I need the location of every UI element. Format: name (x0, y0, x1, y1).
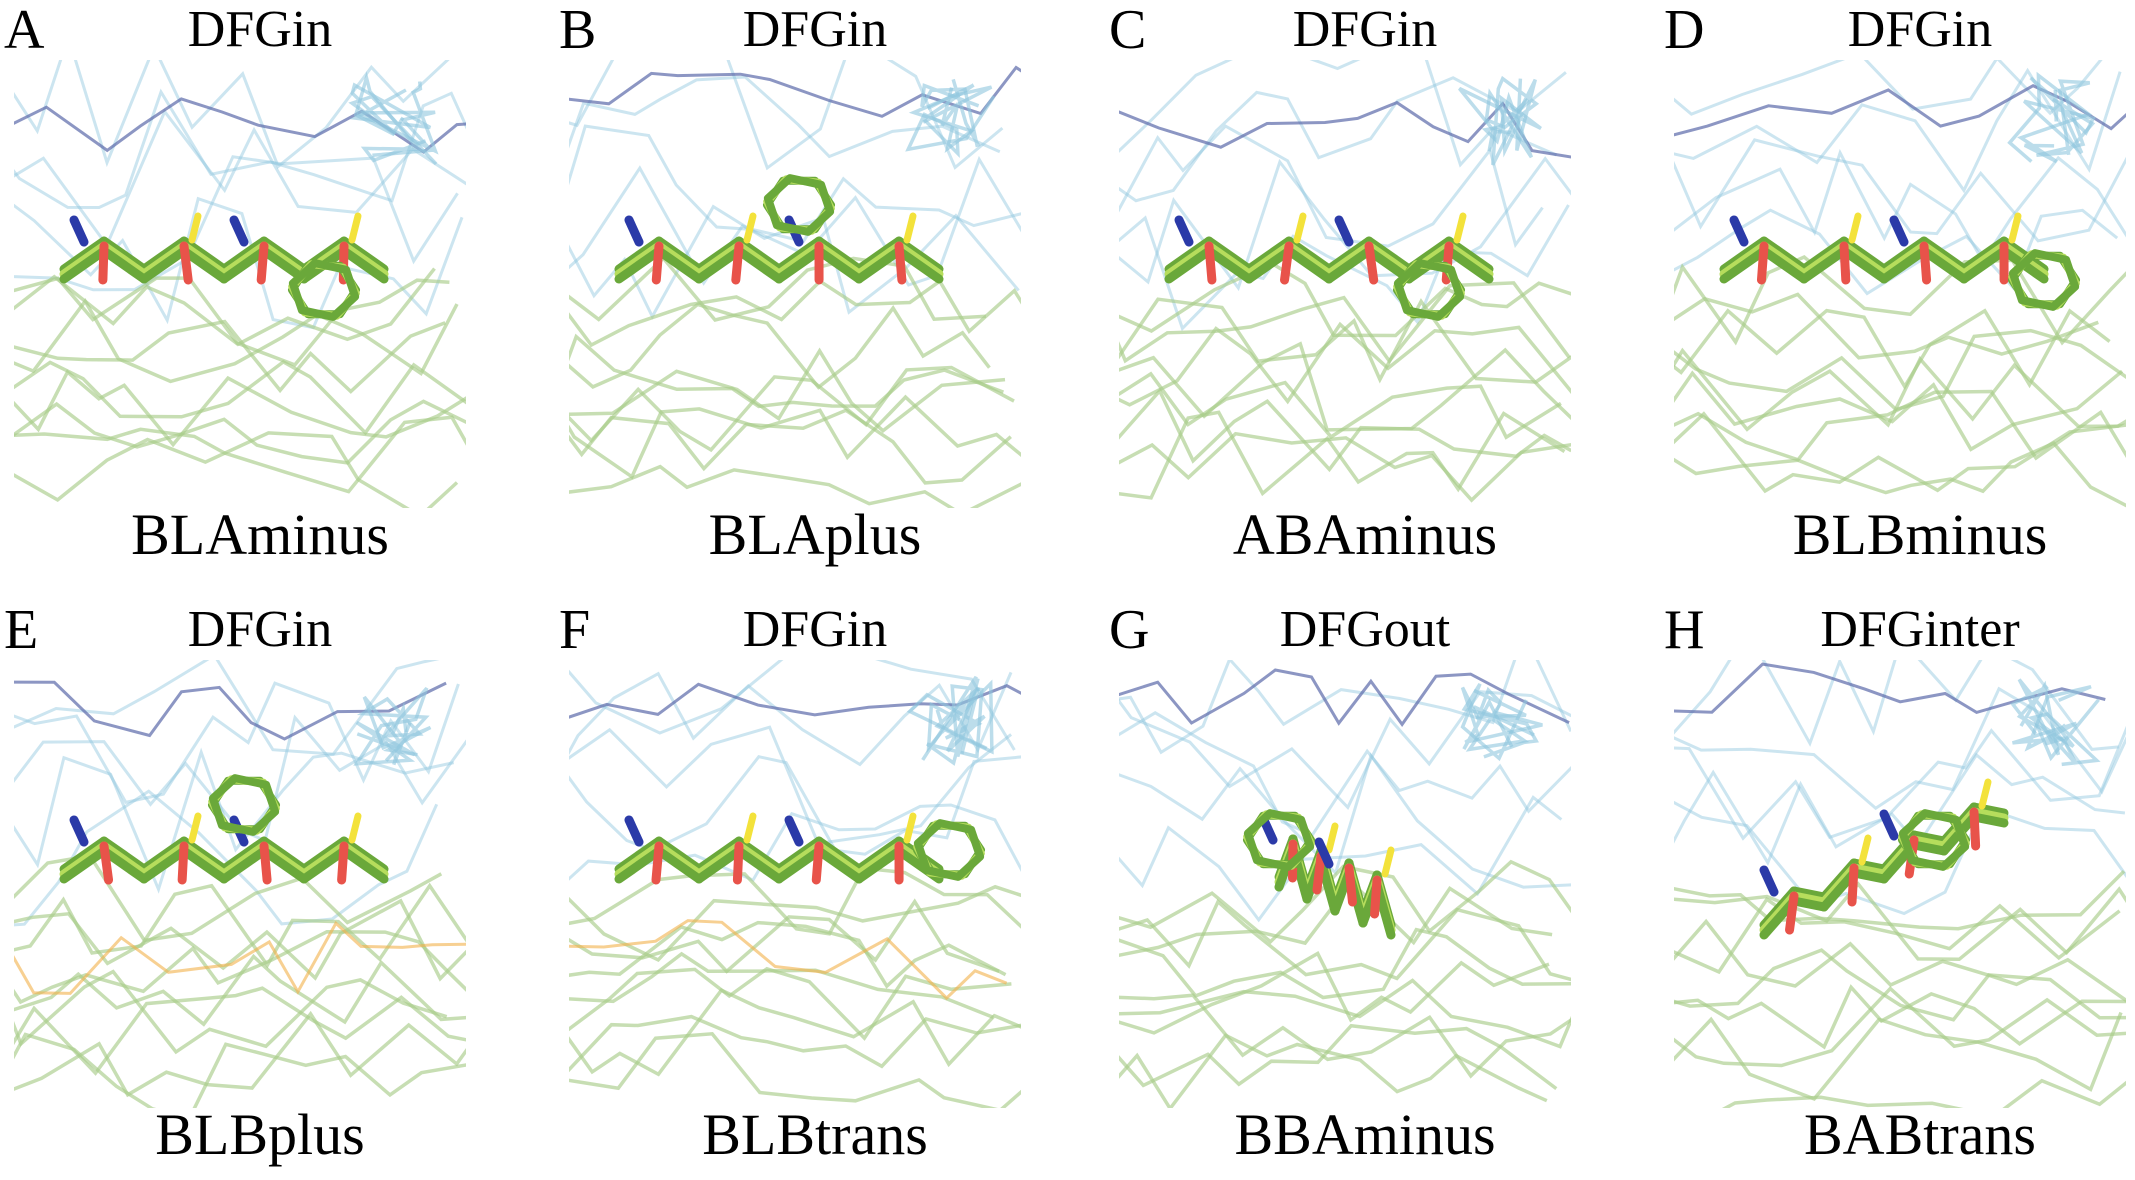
panel-e: E DFGin BLBplus (0, 600, 520, 1180)
conformation-label: BLBplus (0, 1100, 520, 1170)
dfg-state-label: DFGin (0, 0, 520, 60)
structure-image (1119, 60, 1571, 508)
conformation-label: BBAminus (1105, 1100, 1625, 1170)
dfg-state-label: DFGin (1660, 0, 2135, 60)
structure-image (14, 60, 466, 508)
dfg-state-label: DFGin (555, 0, 1075, 60)
panel-h: H DFGinter BABtrans (1660, 600, 2135, 1180)
dfg-state-label: DFGin (555, 600, 1075, 660)
structure-image (1674, 60, 2126, 508)
structure-render (569, 660, 1021, 1108)
structure-render (569, 60, 1021, 508)
conformation-label: BLBtrans (555, 1100, 1075, 1170)
conformation-label: BLBminus (1660, 500, 2135, 570)
dfg-state-label: DFGout (1105, 600, 1625, 660)
conformation-label: ABAminus (1105, 500, 1625, 570)
dfg-state-label: DFGin (1105, 0, 1625, 60)
structure-image (1119, 660, 1571, 1108)
structure-render (14, 60, 466, 508)
structure-render (1119, 660, 1571, 1108)
panel-d: D DFGin BLBminus (1660, 0, 2135, 580)
panel-c: C DFGin ABAminus (1105, 0, 1625, 580)
panel-g: G DFGout BBAminus (1105, 600, 1625, 1180)
conformation-label: BABtrans (1660, 1100, 2135, 1170)
dfg-state-label: DFGinter (1660, 600, 2135, 660)
structure-image (569, 60, 1021, 508)
structure-render (1119, 60, 1571, 508)
structure-render (1674, 660, 2126, 1108)
panel-a: A DFGin BLAminus (0, 0, 520, 580)
conformation-label: BLAplus (555, 500, 1075, 570)
conformation-label: BLAminus (0, 500, 520, 570)
structure-image (569, 660, 1021, 1108)
structure-render (1674, 60, 2126, 508)
structure-image (14, 660, 466, 1108)
panel-b: B DFGin BLAplus (555, 0, 1075, 580)
structure-render (14, 660, 466, 1108)
dfg-state-label: DFGin (0, 600, 520, 660)
panel-f: F DFGin BLBtrans (555, 600, 1075, 1180)
structure-image (1674, 660, 2126, 1108)
